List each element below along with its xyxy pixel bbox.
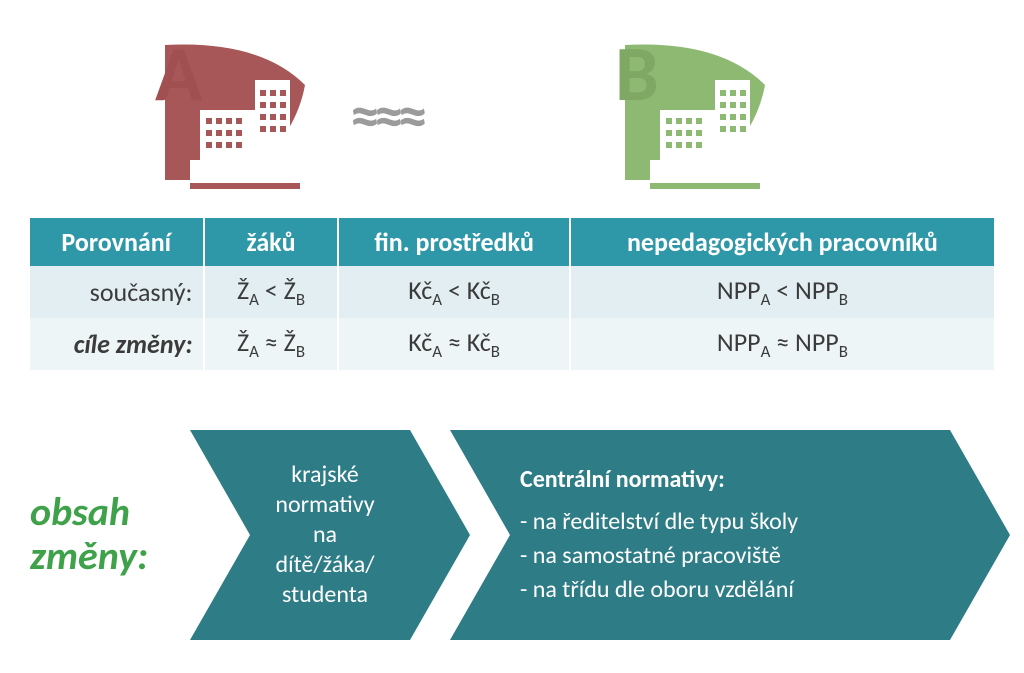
content-label: obsahzměny: bbox=[30, 490, 148, 578]
chevron-right-title: Centrální normativy: bbox=[520, 465, 725, 495]
chevron-right: Centrální normativy: - na ředitelství dl… bbox=[450, 430, 1010, 640]
chevron-right-item: - na třídu dle oboru vzdělání bbox=[520, 575, 794, 605]
chevron-right-item: - na samostatné pracoviště bbox=[520, 541, 781, 571]
row-label-target: cíle změny: bbox=[30, 318, 204, 370]
table-header-row: Porovnání žáků fin. prostředků nepedagog… bbox=[30, 218, 994, 266]
school-a-label: A bbox=[155, 26, 203, 121]
cell-pupils-target: ŽA ≈ ŽB bbox=[204, 318, 339, 370]
school-b-icon: B bbox=[580, 20, 780, 200]
cell-funds-current: KčA < KčB bbox=[338, 266, 569, 318]
chevron-left: krajskénormativynadítě/žáka/studenta bbox=[190, 430, 470, 640]
table-row: cíle změny: ŽA ≈ ŽB KčA ≈ KčB NPPA ≈ NPP… bbox=[30, 318, 994, 370]
chevron-left-text: krajskénormativynadítě/žáka/studenta bbox=[240, 430, 410, 640]
comparison-table: Porovnání žáků fin. prostředků nepedagog… bbox=[30, 218, 994, 370]
school-a-icon: A bbox=[120, 20, 320, 200]
th-comparison: Porovnání bbox=[30, 218, 204, 266]
chevron-right-item: - na ředitelství dle typu školy bbox=[520, 507, 798, 537]
cell-funds-target: KčA ≈ KčB bbox=[338, 318, 569, 370]
cell-npp-target: NPPA ≈ NPPB bbox=[570, 318, 994, 370]
th-pupils: žáků bbox=[204, 218, 339, 266]
th-funds: fin. prostředků bbox=[338, 218, 569, 266]
school-b-label: B bbox=[615, 26, 659, 121]
row-label-current: současný: bbox=[30, 266, 204, 318]
table-row: současný: ŽA < ŽB KčA < KčB NPPA < NPPB bbox=[30, 266, 994, 318]
cell-pupils-current: ŽA < ŽB bbox=[204, 266, 339, 318]
approx-icon: ≈≈≈ bbox=[350, 80, 422, 153]
icon-row: A ≈≈≈ B bbox=[0, 20, 1024, 210]
content-row: obsahzměny: krajskénormativynadítě/žáka/… bbox=[0, 430, 1024, 660]
cell-npp-current: NPPA < NPPB bbox=[570, 266, 994, 318]
chevron-right-text: Centrální normativy: - na ředitelství dl… bbox=[520, 430, 960, 640]
th-npp: nepedagogických pracovníků bbox=[570, 218, 994, 266]
